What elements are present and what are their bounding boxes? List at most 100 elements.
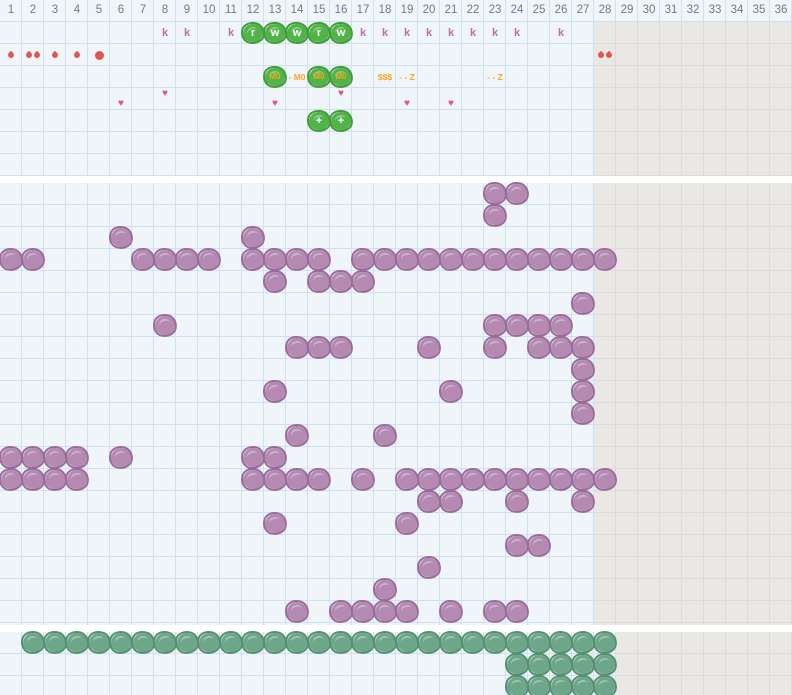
green-blob[interactable] <box>353 633 373 652</box>
purple-blob[interactable] <box>572 337 594 358</box>
letter-blob[interactable]: w <box>331 24 351 42</box>
heart-cell[interactable]: ♥ <box>264 88 286 110</box>
purple-blob[interactable] <box>330 601 352 622</box>
purple-blob[interactable] <box>418 249 440 270</box>
purple-blob[interactable] <box>353 272 373 291</box>
droplet-cell[interactable] <box>88 44 110 66</box>
purple-blob[interactable] <box>484 183 506 204</box>
purple-blob[interactable] <box>572 381 594 402</box>
purple-blob[interactable] <box>154 315 176 336</box>
purple-blob[interactable] <box>308 337 330 358</box>
purple-blob[interactable] <box>572 491 594 512</box>
purple-blob[interactable] <box>22 447 44 468</box>
purple-blob[interactable] <box>506 249 528 270</box>
letter-blob[interactable]: r <box>242 23 264 43</box>
purple-blob[interactable] <box>287 602 307 621</box>
purple-blob[interactable] <box>264 249 286 270</box>
droplet-cell[interactable] <box>22 44 44 66</box>
purple-blob[interactable] <box>485 206 505 225</box>
k-mark[interactable]: k <box>447 27 455 39</box>
purple-blob[interactable] <box>528 249 550 270</box>
annotation-text[interactable]: $$$ <box>377 72 393 82</box>
purple-blob[interactable] <box>418 557 440 578</box>
green-blob[interactable] <box>506 632 528 653</box>
purple-blob[interactable] <box>484 337 506 358</box>
purple-blob[interactable] <box>199 250 219 269</box>
purple-blob[interactable] <box>440 469 462 490</box>
green-blob[interactable] <box>594 632 616 653</box>
green-blob[interactable] <box>572 676 594 695</box>
green-blob[interactable] <box>418 632 440 653</box>
purple-blob[interactable] <box>397 250 417 269</box>
purple-blob[interactable] <box>528 535 550 556</box>
green-blob[interactable] <box>396 632 418 653</box>
purple-blob[interactable] <box>110 227 132 248</box>
purple-blob[interactable] <box>110 447 132 468</box>
purple-blob[interactable] <box>396 513 418 534</box>
green-blob[interactable] <box>220 632 242 653</box>
green-blob[interactable] <box>572 632 594 653</box>
letter-blob[interactable]: w <box>265 24 285 42</box>
m0-blob[interactable]: M0 <box>265 68 285 86</box>
purple-blob[interactable] <box>264 447 286 468</box>
purple-blob[interactable] <box>154 249 176 270</box>
purple-blob[interactable] <box>573 360 593 379</box>
purple-blob[interactable] <box>264 469 286 490</box>
purple-blob[interactable] <box>440 249 462 270</box>
purple-blob[interactable] <box>396 469 418 490</box>
k-mark[interactable]: k <box>469 27 477 39</box>
purple-blob[interactable] <box>440 381 462 402</box>
purple-blob[interactable] <box>506 183 528 204</box>
purple-blob[interactable] <box>462 469 484 490</box>
annotation-text[interactable]: - - Z <box>487 72 503 82</box>
purple-blob[interactable] <box>550 249 572 270</box>
purple-blob[interactable] <box>286 425 308 446</box>
purple-blob[interactable] <box>528 469 550 490</box>
green-blob[interactable] <box>572 654 594 675</box>
purple-blob[interactable] <box>528 337 550 358</box>
purple-blob[interactable] <box>66 469 88 490</box>
letter-blob[interactable]: w <box>286 23 308 43</box>
purple-blob[interactable] <box>352 601 374 622</box>
green-blob[interactable] <box>550 676 572 695</box>
annotation-text[interactable]: - M0 <box>288 72 306 82</box>
purple-blob[interactable] <box>572 469 594 490</box>
purple-blob[interactable] <box>374 425 396 446</box>
green-blob[interactable] <box>594 676 616 695</box>
purple-blob[interactable] <box>308 271 330 292</box>
k-mark[interactable]: k <box>161 27 169 39</box>
purple-blob[interactable] <box>286 249 308 270</box>
purple-blob[interactable] <box>44 469 66 490</box>
purple-blob[interactable] <box>440 601 462 622</box>
purple-blob[interactable] <box>242 249 264 270</box>
purple-blob[interactable] <box>594 469 616 490</box>
green-blob[interactable] <box>198 632 220 653</box>
green-blob[interactable] <box>550 654 572 675</box>
purple-blob[interactable] <box>330 337 352 358</box>
green-blob[interactable] <box>528 632 550 653</box>
purple-blob[interactable] <box>1 448 21 467</box>
letter-blob[interactable]: r <box>308 23 330 43</box>
purple-blob[interactable] <box>0 469 22 490</box>
purple-blob[interactable] <box>485 602 505 621</box>
green-blob[interactable] <box>44 632 66 653</box>
green-blob[interactable] <box>22 632 44 653</box>
green-blob[interactable] <box>506 654 528 675</box>
purple-blob[interactable] <box>374 249 396 270</box>
m0-blob[interactable]: M0 <box>309 68 329 86</box>
purple-blob[interactable] <box>550 337 572 358</box>
green-blob[interactable] <box>308 632 330 653</box>
purple-blob[interactable] <box>353 470 373 489</box>
k-mark[interactable]: k <box>557 27 565 39</box>
droplet-cell[interactable] <box>0 44 22 66</box>
purple-blob[interactable] <box>243 228 263 247</box>
purple-blob[interactable] <box>484 249 506 270</box>
green-blob[interactable] <box>286 632 308 653</box>
purple-blob[interactable] <box>396 601 418 622</box>
purple-blob[interactable] <box>330 271 352 292</box>
purple-blob[interactable] <box>551 470 571 489</box>
green-blob[interactable] <box>529 677 549 695</box>
k-mark[interactable]: k <box>359 27 367 39</box>
k-mark[interactable]: k <box>403 27 411 39</box>
